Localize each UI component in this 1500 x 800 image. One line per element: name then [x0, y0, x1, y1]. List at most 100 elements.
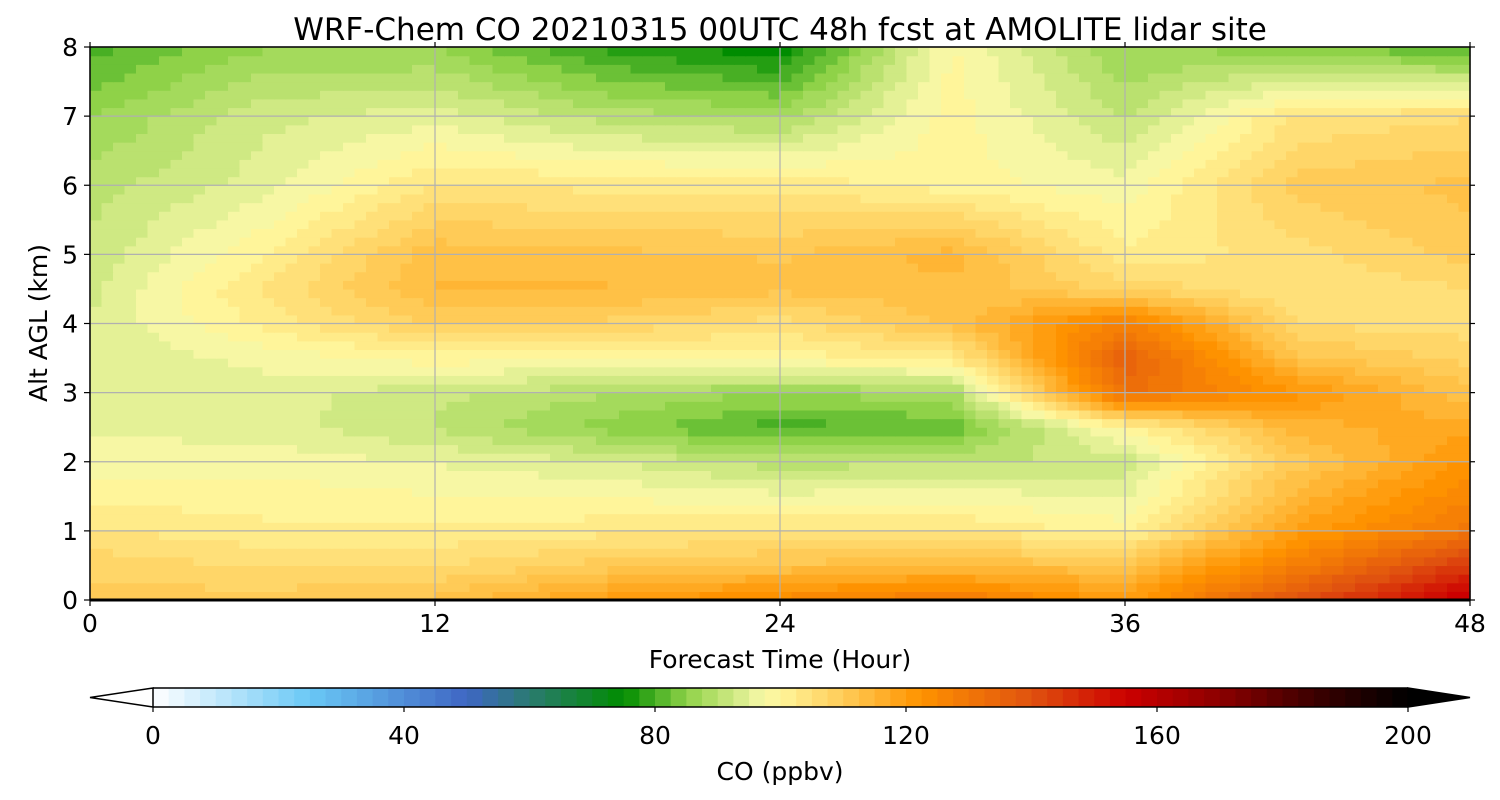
- heatmap-cell: [573, 453, 586, 463]
- heatmap-cell: [883, 461, 896, 471]
- heatmap-cell: [757, 453, 770, 463]
- heatmap-cell: [285, 280, 298, 290]
- heatmap-cell: [573, 409, 586, 420]
- heatmap-cell: [400, 479, 413, 489]
- heatmap-cell: [182, 375, 195, 385]
- heatmap-cell: [803, 479, 816, 489]
- heatmap-cell: [1320, 565, 1333, 575]
- heatmap-cell: [527, 539, 540, 549]
- heatmap-cell: [124, 332, 137, 342]
- heatmap-cell: [745, 487, 758, 497]
- heatmap-cell: [619, 479, 632, 489]
- heatmap-cell: [1113, 288, 1126, 299]
- heatmap-cell: [538, 556, 551, 567]
- heatmap-cell: [607, 358, 620, 368]
- heatmap-cell: [423, 358, 436, 368]
- heatmap-cell: [343, 444, 356, 454]
- heatmap-cell: [216, 332, 229, 342]
- heatmap-cell: [711, 582, 724, 592]
- heatmap-cell: [780, 582, 793, 592]
- heatmap-cell: [101, 358, 114, 368]
- heatmap-cell: [239, 470, 252, 480]
- heatmap-cell: [90, 435, 103, 446]
- heatmap-cell: [366, 427, 379, 437]
- heatmap-cell: [883, 366, 896, 376]
- heatmap-cell: [1056, 297, 1069, 307]
- heatmap-cell: [377, 340, 390, 351]
- heatmap-cell: [1010, 453, 1023, 463]
- heatmap-cell: [1125, 487, 1138, 497]
- heatmap-cell: [1010, 306, 1023, 316]
- heatmap-cell: [515, 314, 528, 325]
- heatmap-cell: [998, 513, 1011, 523]
- heatmap-cell: [791, 392, 804, 402]
- heatmap-cell: [596, 280, 609, 290]
- heatmap-cell: [826, 504, 839, 515]
- heatmap-cell: [205, 582, 218, 592]
- heatmap-cell: [757, 556, 770, 567]
- heatmap-cell: [1412, 392, 1425, 402]
- heatmap-cell: [481, 237, 494, 247]
- heatmap-cell: [262, 435, 275, 446]
- heatmap-cell: [170, 418, 183, 428]
- heatmap-cell: [228, 358, 241, 368]
- heatmap-cell: [1332, 496, 1345, 506]
- heatmap-cell: [1240, 513, 1253, 523]
- heatmap-cell: [584, 444, 597, 454]
- heatmap-cell: [113, 418, 126, 428]
- heatmap-cell: [803, 487, 816, 497]
- heatmap-cell: [193, 435, 206, 446]
- heatmap-cell: [1263, 323, 1276, 333]
- heatmap-cell: [987, 453, 1000, 463]
- heatmap-cell: [814, 522, 827, 532]
- heatmap-cell: [274, 487, 287, 497]
- heatmap-cell: [653, 401, 666, 411]
- heatmap-cell: [504, 470, 517, 480]
- heatmap-cell: [216, 591, 229, 601]
- heatmap-cell: [998, 522, 1011, 532]
- heatmap-cell: [1343, 306, 1356, 316]
- heatmap-cell: [515, 280, 528, 290]
- heatmap-cell: [1343, 383, 1356, 394]
- heatmap-cell: [791, 383, 804, 394]
- heatmap-cell: [1332, 392, 1345, 402]
- heatmap-cell: [987, 254, 1000, 264]
- heatmap-cell: [1240, 306, 1253, 316]
- heatmap-cell: [768, 591, 781, 601]
- heatmap-cell: [1033, 263, 1046, 273]
- heatmap-cell: [803, 358, 816, 368]
- heatmap-cell: [1389, 366, 1402, 376]
- heatmap-cell: [1309, 522, 1322, 532]
- heatmap-cell: [1378, 582, 1391, 592]
- heatmap-cell: [492, 280, 505, 290]
- heatmap-cell: [193, 375, 206, 385]
- heatmap-cell: [734, 582, 747, 592]
- heatmap-cell: [538, 288, 551, 299]
- heatmap-cell: [320, 409, 333, 420]
- heatmap-cell: [1171, 245, 1184, 255]
- heatmap-cell: [1366, 591, 1379, 601]
- heatmap-cell: [1458, 513, 1471, 523]
- heatmap-cell: [849, 530, 862, 541]
- heatmap-cell: [630, 280, 643, 290]
- heatmap-cell: [1136, 271, 1149, 281]
- heatmap-cell: [354, 392, 367, 402]
- heatmap-cell: [435, 574, 448, 584]
- heatmap-cell: [1056, 565, 1069, 575]
- heatmap-cell: [1033, 556, 1046, 567]
- heatmap-cell: [228, 470, 241, 480]
- heatmap-cell: [607, 513, 620, 523]
- heatmap-cell: [688, 332, 701, 342]
- heatmap-cell: [1056, 314, 1069, 325]
- heatmap-cell: [113, 530, 126, 541]
- heatmap-cell: [1389, 383, 1402, 394]
- heatmap-cell: [1044, 479, 1057, 489]
- heatmap-cell: [1458, 392, 1471, 402]
- heatmap-cell: [1182, 349, 1195, 359]
- heatmap-cell: [711, 556, 724, 567]
- heatmap-cell: [1251, 245, 1264, 255]
- heatmap-cell: [1355, 245, 1368, 255]
- heatmap-cell: [837, 288, 850, 299]
- heatmap-cell: [1102, 427, 1115, 437]
- heatmap-cell: [400, 470, 413, 480]
